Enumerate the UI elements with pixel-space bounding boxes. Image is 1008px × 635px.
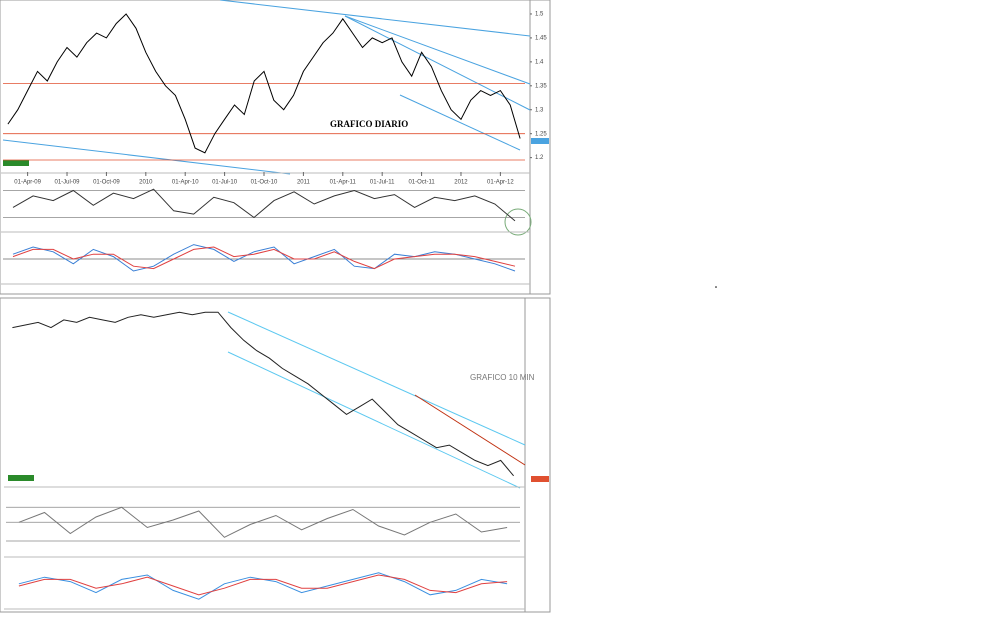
y-tick-label: 1.45: [535, 35, 547, 41]
x-tick-label: 01-Jul-09: [55, 180, 81, 186]
series-line: [18, 574, 508, 596]
x-tick-label: 01-Apr-12: [487, 180, 514, 186]
series-line: [18, 506, 508, 538]
series-line: [12, 244, 516, 272]
x-tick-label: 01-Jul-11: [370, 180, 395, 186]
x-tick-label: 2010: [139, 180, 153, 186]
x-tick-label: 01-Oct-10: [251, 180, 278, 186]
x-tick-label: 01-Oct-11: [408, 180, 435, 186]
y-tick-label: 1.25: [535, 131, 547, 137]
bottom-frame: [0, 297, 551, 613]
series-line: [12, 188, 516, 222]
price-tag: [8, 475, 34, 481]
x-tick-label: 2012: [454, 180, 468, 186]
x-tick-label: 01-Apr-10: [172, 180, 199, 186]
channel-lines: [227, 311, 526, 489]
price-tag: [531, 476, 549, 482]
trend-lines: [2, 0, 531, 175]
series-line: [12, 246, 516, 270]
x-tick-label: 01-Apr-09: [14, 180, 41, 186]
x-tick-label: 01-Apr-11: [330, 180, 357, 186]
highlight-circle: [504, 208, 532, 236]
y-tick-label: 1.5: [535, 12, 544, 18]
y-tick-label: 1.2: [535, 155, 544, 161]
annotation: GRAFICO 10 MIN: [470, 373, 535, 382]
x-tick-label: 01-Jul-10: [212, 180, 238, 186]
top-frame: [0, 0, 551, 295]
dot: [715, 286, 717, 288]
series-line: [12, 311, 514, 477]
y-tick-label: 1.3: [535, 107, 544, 113]
x-tick-label: 2011: [297, 180, 311, 186]
series-line: [7, 13, 521, 154]
y-tick-label: 1.35: [535, 83, 547, 89]
price-tag: [531, 138, 549, 144]
trend-line: [414, 394, 526, 466]
annotation: GRAFICO DIARIO: [330, 119, 408, 129]
price-tag: [3, 160, 29, 166]
x-tick-label: 01-Oct-09: [93, 180, 120, 186]
y-tick-label: 1.4: [535, 59, 544, 65]
